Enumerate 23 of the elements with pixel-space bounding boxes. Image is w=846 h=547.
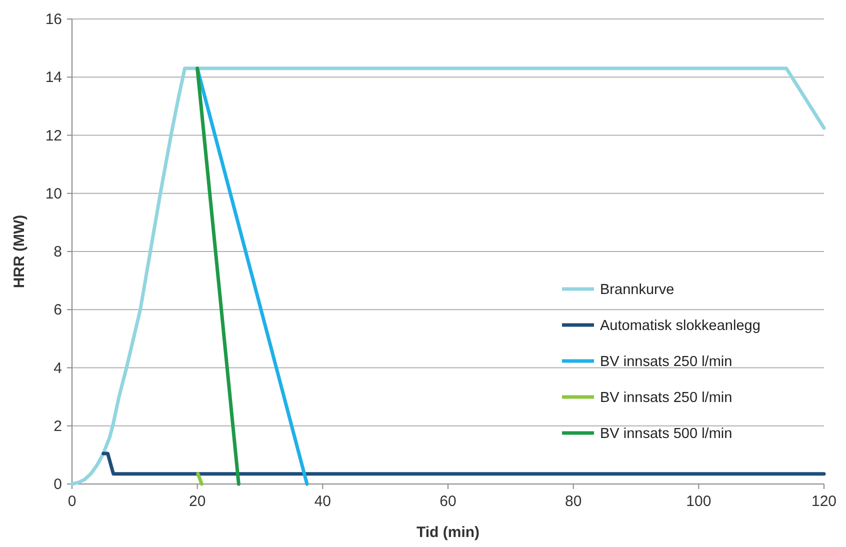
y-tick-label: 0: [54, 476, 62, 493]
x-tick-label: 120: [811, 493, 837, 510]
x-tick-label: 100: [686, 493, 712, 510]
x-tick-label: 20: [188, 493, 206, 510]
legend-label: Brannkurve: [600, 282, 674, 298]
y-tick-label: 16: [45, 11, 62, 28]
legend-label: BV innsats 500 l/min: [600, 426, 732, 442]
x-tick-label: 80: [564, 493, 582, 510]
y-tick-label: 8: [54, 244, 62, 260]
y-axis-title: HRR (MW): [11, 214, 28, 288]
x-tick-label: 60: [440, 493, 456, 510]
y-tick-label: 12: [45, 127, 62, 144]
y-tick-label: 14: [45, 69, 62, 86]
legend-label: BV innsats 250 l/min: [600, 390, 732, 406]
y-tick-label: 2: [54, 418, 62, 435]
x-tick-label: 0: [68, 493, 76, 510]
x-tick-label: 40: [314, 493, 332, 510]
legend-label: BV innsats 250 l/min: [600, 354, 732, 370]
y-tick-label: 6: [54, 302, 62, 319]
y-tick-label: 4: [54, 360, 62, 377]
x-axis-title: Tid (min): [416, 524, 480, 541]
legend-label: Automatisk slokkeanlegg: [600, 318, 760, 334]
y-tick-label: 10: [45, 185, 62, 202]
